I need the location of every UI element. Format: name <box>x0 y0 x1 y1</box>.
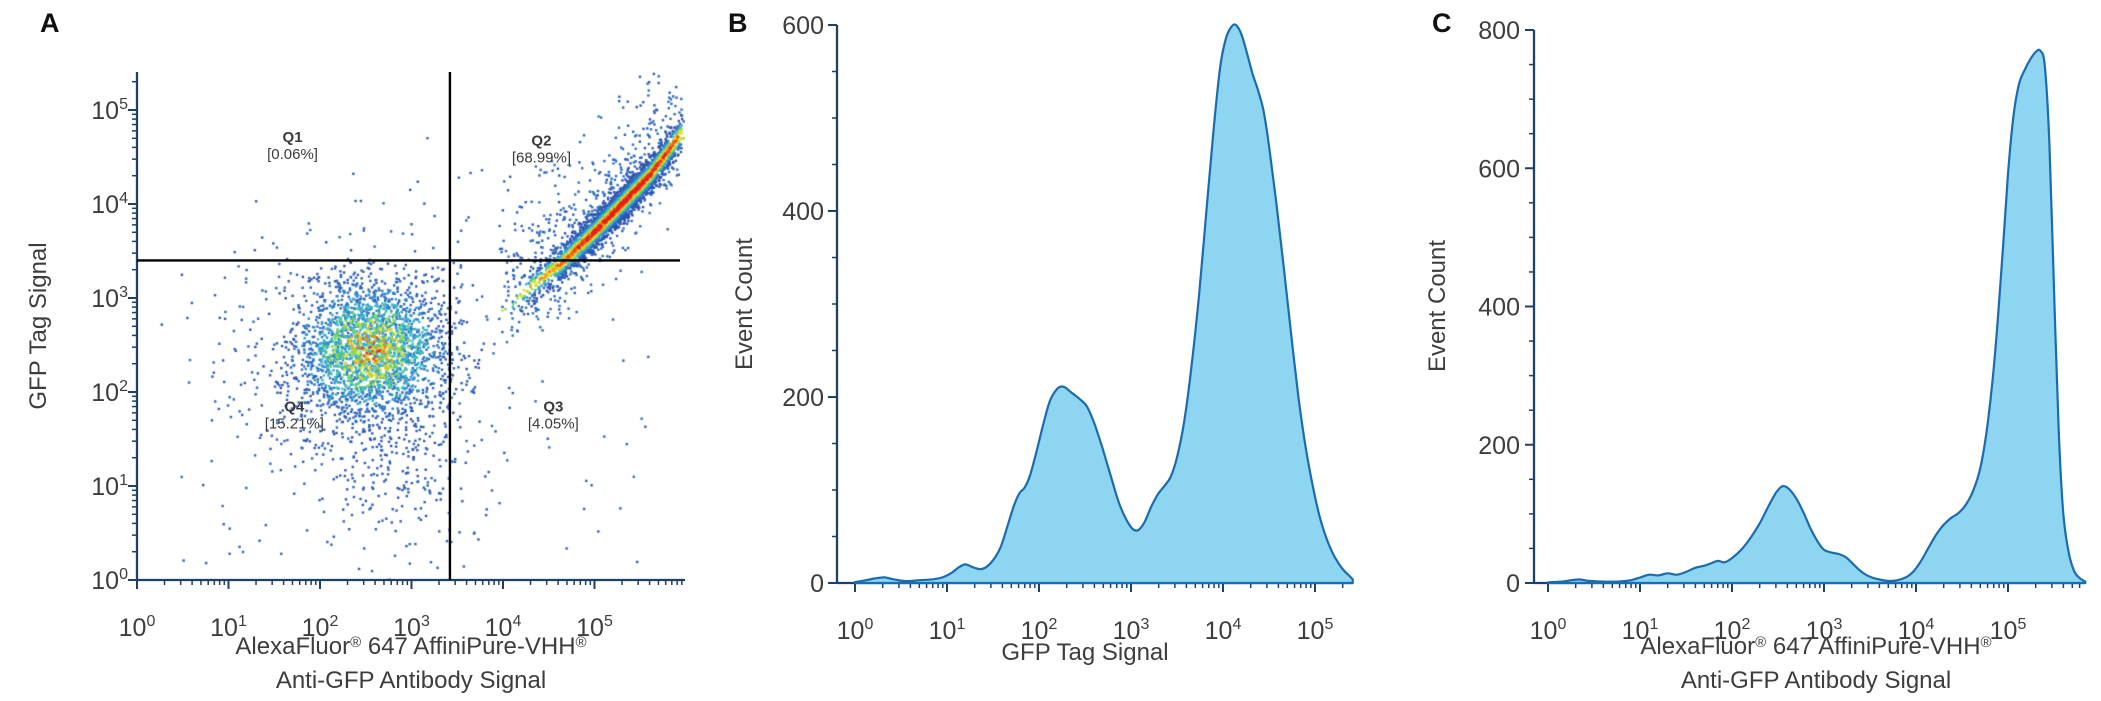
svg-text:Q3: Q3 <box>543 399 563 416</box>
svg-text:102: 102 <box>91 378 128 407</box>
svg-text:105: 105 <box>1297 616 1334 645</box>
svg-text:104: 104 <box>485 613 522 642</box>
svg-text:0: 0 <box>1506 570 1520 598</box>
svg-text:101: 101 <box>929 616 966 645</box>
svg-text:103: 103 <box>1806 616 1843 645</box>
svg-text:100: 100 <box>837 616 874 645</box>
svg-text:103: 103 <box>91 284 128 313</box>
panel-letter-c: C <box>1432 8 1452 38</box>
svg-text:Event Count: Event Count <box>731 238 758 370</box>
svg-text:101: 101 <box>210 613 247 642</box>
svg-text:0: 0 <box>810 570 824 598</box>
svg-text:GFP Tag Signal: GFP Tag Signal <box>1001 639 1168 666</box>
svg-text:Q1: Q1 <box>283 129 303 146</box>
svg-text:400: 400 <box>1478 294 1520 322</box>
svg-text:600: 600 <box>782 12 824 40</box>
svg-text:800: 800 <box>1478 17 1520 45</box>
svg-text:[0.06%]: [0.06%] <box>267 146 318 163</box>
svg-text:Anti-GFP Antibody Signal: Anti-GFP Antibody Signal <box>276 667 546 694</box>
panel-c-histogram: 100 101 102 103 104 105 0 200 400 600 800 AlexaFluo… <box>1395 0 2101 701</box>
svg-text:102: 102 <box>302 613 339 642</box>
svg-text:104: 104 <box>1898 616 1935 645</box>
panel-letter-b: B <box>728 8 748 38</box>
svg-text:102: 102 <box>1021 616 1058 645</box>
svg-text:Anti-GFP Antibody Signal: Anti-GFP Antibody Signal <box>1681 667 1951 694</box>
svg-text:104: 104 <box>1205 616 1242 645</box>
panel-a-axes: 100 101 102 103 104 105100101102103104105Alex… <box>25 72 685 694</box>
svg-text:400: 400 <box>782 198 824 226</box>
panel-letter-a: A <box>40 8 60 38</box>
svg-text:103: 103 <box>393 613 430 642</box>
svg-text:Q2: Q2 <box>531 133 551 150</box>
svg-text:AlexaFluor®​ 647 AffiniPure-VH: AlexaFluor®​ 647 AffiniPure-VHH®​ <box>1640 633 1991 660</box>
svg-text:105: 105 <box>576 613 613 642</box>
svg-text:200: 200 <box>1478 432 1520 460</box>
svg-text:101: 101 <box>1622 616 1659 645</box>
svg-text:600: 600 <box>1478 155 1520 183</box>
svg-text:103: 103 <box>1113 616 1150 645</box>
svg-text:100: 100 <box>1530 616 1567 645</box>
panel-a-scatter-density: 100 101 102 103 104 105 100 101 102 103 104 105 Alex… <box>0 0 700 701</box>
svg-text:AlexaFluor®​ 647 AffiniPure-VH: AlexaFluor®​ 647 AffiniPure-VHH®​ <box>235 633 586 660</box>
svg-text:GFP Tag Signal: GFP Tag Signal <box>25 242 52 409</box>
svg-text:101: 101 <box>91 472 128 501</box>
svg-text:100: 100 <box>119 613 156 642</box>
svg-text:Event Count: Event Count <box>1424 240 1451 372</box>
svg-text:[4.05%]: [4.05%] <box>528 416 579 433</box>
panel-b-axes: 100 101 102 103 104 105 0 200 400 600 GFP Tag Sign… <box>731 12 1354 666</box>
svg-text:102: 102 <box>1714 616 1751 645</box>
scatter-density-canvas <box>137 72 685 580</box>
svg-text:Q4: Q4 <box>284 399 305 416</box>
svg-text:104: 104 <box>91 190 128 219</box>
svg-text:[15.21%]: [15.21%] <box>265 416 324 433</box>
svg-text:[68.99%]: [68.99%] <box>512 150 571 167</box>
panel-b-histogram: 100 101 102 103 104 105 0 200 400 600 GFP Tag Sign… <box>700 0 1395 701</box>
svg-text:100: 100 <box>91 566 128 595</box>
svg-text:200: 200 <box>782 384 824 412</box>
panel-c-axes: 100 101 102 103 104 105 0 200 400 600 800 AlexaFluo… <box>1424 17 2087 694</box>
svg-text:105: 105 <box>1990 616 2027 645</box>
svg-text:105: 105 <box>91 96 128 125</box>
